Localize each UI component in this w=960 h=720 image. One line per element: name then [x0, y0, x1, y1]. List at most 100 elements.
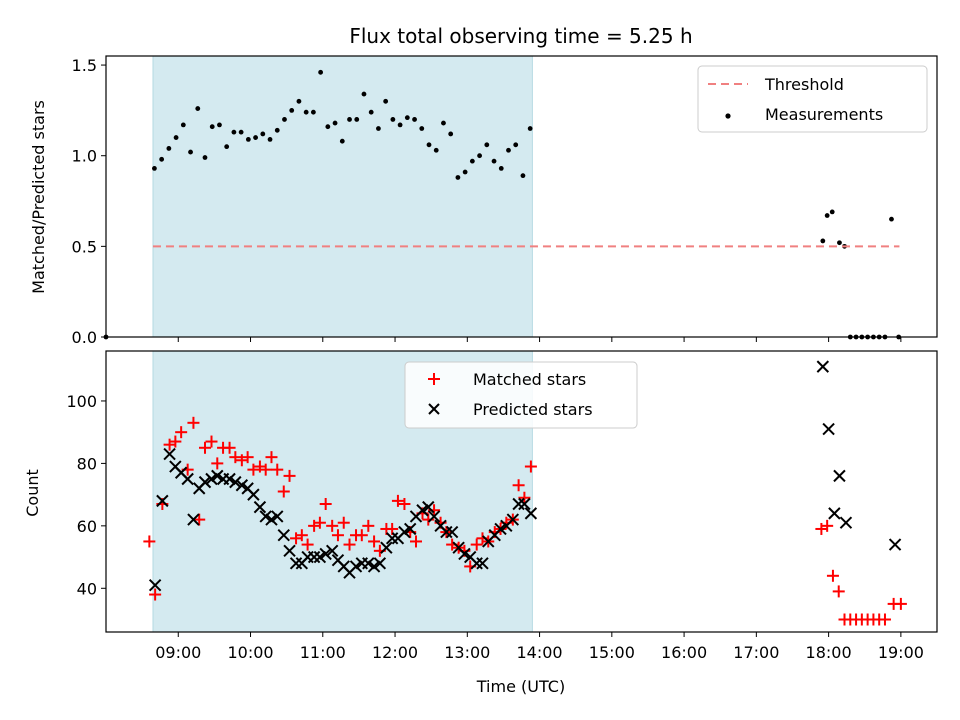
predicted-star-point — [265, 513, 278, 526]
x-tick-label: 09:00 — [155, 643, 201, 662]
matched-star-point — [265, 451, 278, 464]
predicted-star-point — [524, 507, 538, 520]
predicted-star-point — [385, 532, 399, 545]
measurement-point — [477, 153, 482, 159]
matched-star-point — [355, 529, 368, 542]
measurement-point — [520, 173, 526, 179]
measurement-point — [824, 213, 830, 218]
predicted-star-point — [156, 494, 169, 508]
predicted-star-point — [404, 522, 417, 536]
predicted-star-point — [163, 447, 176, 461]
bottom-y-tick-label: 80 — [77, 454, 97, 473]
measurement-point — [310, 109, 316, 115]
measurement-point — [527, 126, 533, 131]
x-tick-label: 11:00 — [300, 643, 346, 662]
bottom-x-ticks: 09:00 10:00 11:00 12:00 13:00 14:00 15:00 16:00… — [155, 632, 924, 662]
matched-star-point — [193, 513, 206, 526]
measurement-point — [209, 124, 215, 130]
matched-star-point — [175, 426, 188, 439]
predicted-star-point — [816, 360, 830, 373]
predicted-star-point — [211, 469, 224, 483]
predicted-star-point — [148, 578, 162, 592]
top-y-tick-label: 0.0 — [72, 328, 97, 347]
predicted-star-point — [440, 525, 453, 539]
measurement-point — [195, 106, 201, 111]
matched-star-point — [878, 613, 891, 626]
predicted-star-point — [205, 472, 218, 486]
x-tick-label: 18:00 — [806, 643, 852, 662]
predicted-star-point — [512, 497, 525, 511]
matched-star-point — [169, 435, 182, 448]
matched-star-point — [331, 529, 344, 542]
measurement-point — [462, 169, 468, 175]
matched-star-point — [409, 535, 422, 548]
legend-measurements-swatch — [725, 113, 731, 119]
measurement-point — [426, 142, 432, 148]
measurement-point — [361, 91, 367, 97]
predicted-star-point — [427, 510, 441, 523]
predicted-star-point — [253, 500, 267, 514]
measurement-point — [260, 131, 266, 137]
measurement-point — [224, 144, 230, 150]
predicted-star-point — [259, 510, 272, 523]
x-tick-label: 17:00 — [733, 643, 779, 662]
measurement-point — [455, 175, 461, 180]
measurement-point — [820, 238, 826, 244]
x-tick-label: 14:00 — [517, 643, 563, 662]
measurement-point — [332, 120, 338, 126]
predicted-star-point — [822, 422, 835, 436]
measurement-point — [238, 129, 244, 135]
matched-star-point — [326, 519, 339, 532]
x-tick-label: 16:00 — [661, 643, 707, 662]
matched-star-point — [386, 522, 399, 535]
measurement-point — [412, 117, 417, 122]
matched-star-point — [362, 519, 375, 532]
measurement-point — [354, 117, 360, 122]
matched-star-point — [524, 460, 537, 473]
legend-matched-swatch — [428, 373, 440, 385]
predicted-star-point — [839, 516, 853, 529]
measurement-point — [448, 131, 454, 137]
predicted-star-point — [888, 538, 902, 551]
matched-star-point — [271, 463, 284, 476]
measurement-point — [188, 149, 193, 155]
measurement-point — [829, 209, 835, 215]
chart-title: Flux total observing time = 5.25 h — [349, 24, 692, 48]
predicted-star-point — [367, 560, 381, 573]
measurement-point — [282, 117, 287, 122]
matched-star-point — [187, 416, 200, 429]
measurement-point — [397, 122, 403, 128]
matched-star-point — [337, 516, 350, 529]
legend-predicted-label: Predicted stars — [473, 400, 593, 419]
predicted-star-point — [416, 504, 429, 517]
predicted-star-point — [494, 522, 507, 536]
matched-star-point — [198, 441, 211, 454]
bottom-y-tick-label: 100 — [66, 392, 97, 411]
predicted-star-point — [833, 469, 846, 483]
predicted-star-point — [373, 557, 387, 570]
bottom-y-tick-label: 40 — [77, 579, 97, 598]
measurement-point — [318, 69, 324, 75]
measurement-point — [173, 135, 179, 140]
predicted-star-point — [271, 510, 284, 523]
predicted-star-point — [828, 507, 841, 520]
x-tick-label: 13:00 — [444, 643, 490, 662]
predicted-star-point — [506, 513, 520, 526]
bottom-legend-box — [404, 361, 638, 429]
predicted-star-point — [349, 560, 363, 573]
legend-threshold-label: Threshold — [764, 75, 844, 94]
measurement-point — [433, 147, 439, 153]
measurement-point — [289, 107, 295, 113]
measurement-point — [231, 129, 237, 135]
legend-predicted-swatch — [428, 403, 440, 415]
measurement-point — [383, 98, 389, 104]
matched-star-point — [894, 597, 907, 610]
top-measurements-points — [103, 69, 902, 340]
x-tick-label: 19:00 — [878, 643, 924, 662]
bottom-y-ticks: 40 60 80 100 — [66, 392, 106, 598]
predicted-star-point — [518, 497, 531, 511]
measurement-point — [274, 127, 280, 133]
matched-star-point — [301, 538, 314, 551]
top-axes-frame — [105, 55, 938, 338]
measurement-point — [253, 135, 258, 140]
